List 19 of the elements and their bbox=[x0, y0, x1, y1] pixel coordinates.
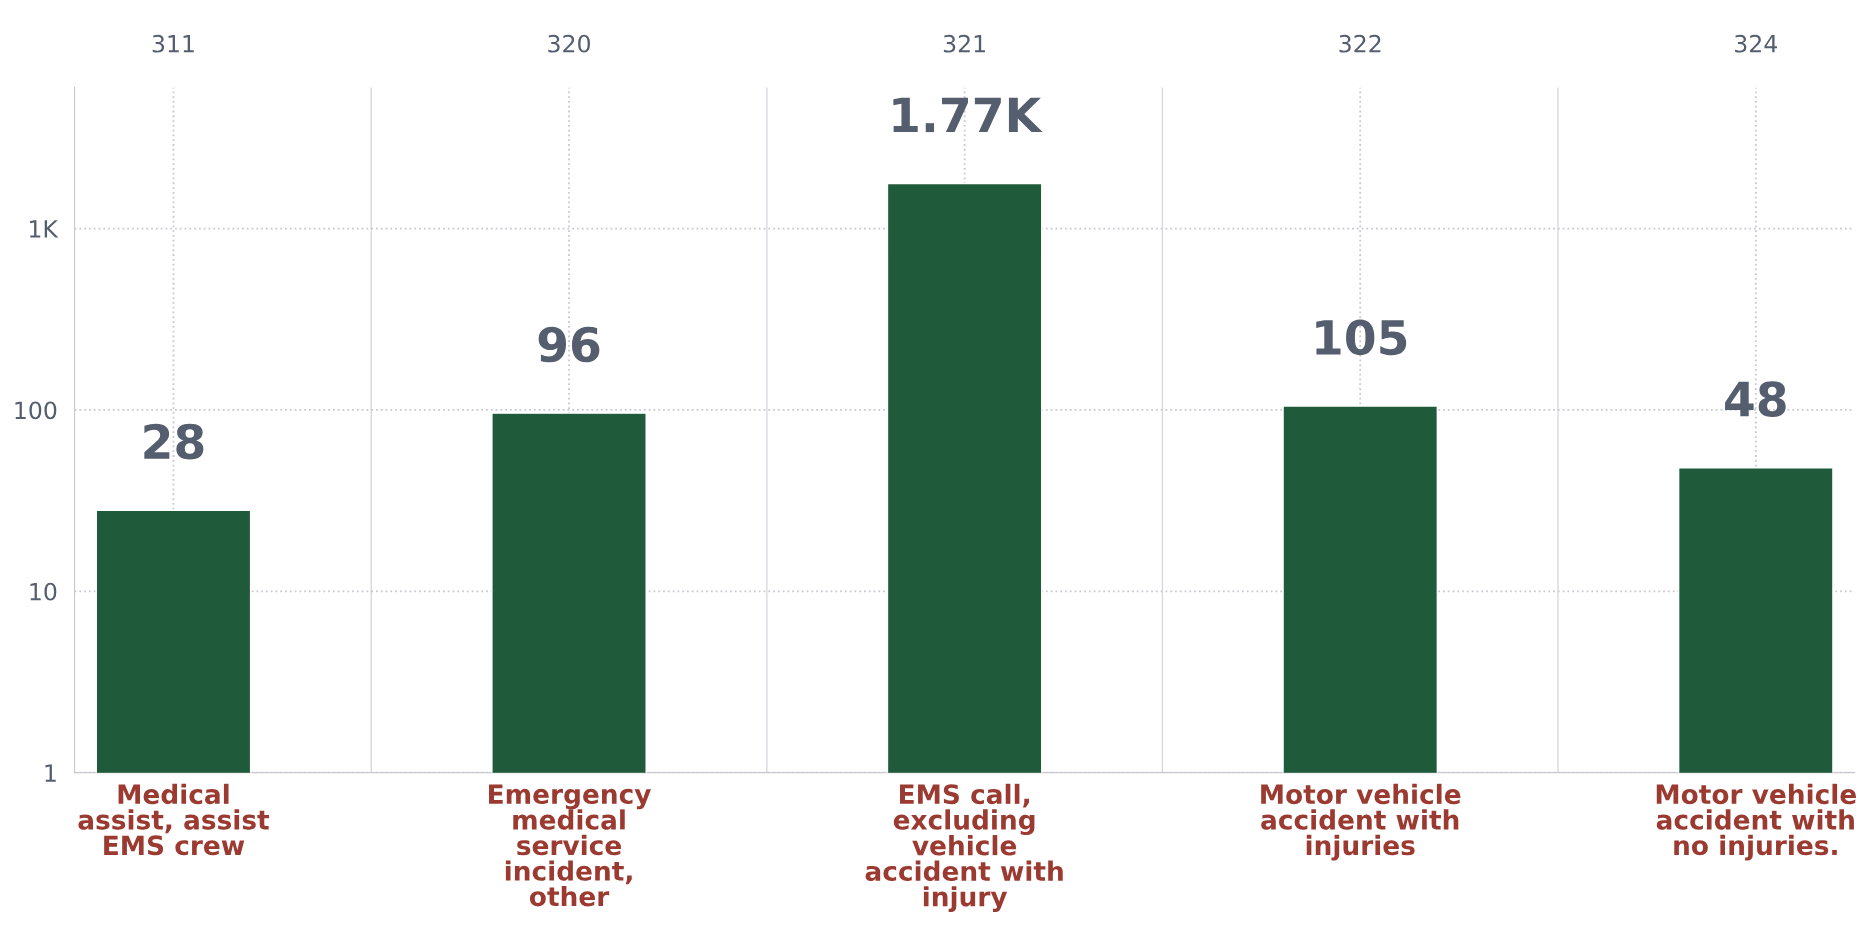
text: 322 bbox=[1339, 34, 1381, 53]
y-tick-label: 100 bbox=[15, 401, 57, 420]
text: 324 bbox=[1735, 34, 1777, 53]
text: 311 bbox=[152, 34, 194, 53]
data-label: 1.77K bbox=[893, 97, 1043, 133]
y-tick-label: 1 bbox=[45, 764, 56, 782]
data-label: 48 bbox=[1725, 381, 1786, 417]
y-tick-label: 10 bbox=[30, 582, 57, 601]
text: 321 bbox=[943, 34, 985, 53]
data-label: 96 bbox=[538, 326, 600, 363]
data-label: 28 bbox=[144, 423, 204, 460]
x-tick-label: EMS call, excluding vehicle accident with injury bbox=[865, 783, 1063, 912]
data-label: 105 bbox=[1316, 319, 1407, 356]
text: 320 bbox=[548, 34, 590, 53]
x-tick-label: Medical assist, assist EMS crew bbox=[78, 783, 270, 856]
x-tick-label: Emergency medical service incident, other bbox=[489, 784, 651, 907]
x-tick-label: Motor vehicle accident with no injuries. bbox=[1656, 783, 1856, 861]
x-tick-label: Motor vehicle accident with injuries bbox=[1261, 783, 1461, 861]
y-tick-label: 1K bbox=[29, 220, 59, 238]
